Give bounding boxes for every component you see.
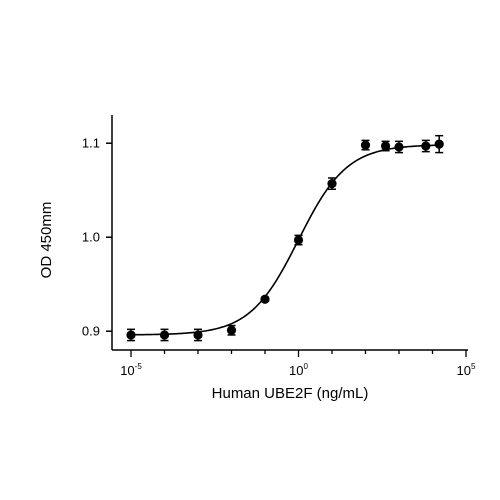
y-axis-title: OD 450mm bbox=[38, 202, 55, 279]
x-axis-title: Human UBE2F (ng/mL) bbox=[212, 385, 369, 402]
data-marker bbox=[159, 330, 170, 340]
data-point bbox=[293, 234, 304, 246]
data-point bbox=[327, 177, 337, 191]
y-tick-label: 1.1 bbox=[82, 136, 100, 151]
data-point bbox=[434, 134, 444, 154]
data-marker bbox=[394, 142, 404, 152]
y-tick-label: 1.0 bbox=[82, 230, 100, 245]
data-points bbox=[126, 134, 444, 342]
data-point bbox=[394, 140, 404, 154]
x-tick-label: 105 bbox=[457, 362, 476, 378]
x-tick-label: 10-5 bbox=[120, 362, 142, 378]
data-point bbox=[421, 139, 431, 153]
y-tick-label: 0.9 bbox=[82, 324, 100, 339]
data-marker bbox=[434, 139, 444, 149]
x-tick-label: 100 bbox=[289, 362, 308, 378]
data-point bbox=[126, 328, 136, 342]
plot-area bbox=[126, 134, 444, 342]
data-point bbox=[159, 328, 170, 342]
fit-curve bbox=[130, 144, 440, 336]
data-marker bbox=[293, 235, 304, 245]
data-marker bbox=[260, 294, 270, 304]
data-point bbox=[380, 140, 391, 152]
data-point bbox=[360, 139, 371, 151]
data-marker bbox=[421, 141, 431, 151]
data-marker bbox=[380, 141, 391, 151]
data-point bbox=[193, 328, 203, 342]
data-marker bbox=[360, 140, 371, 150]
x-axis: 10-5 100 105 Human UBE2F (ng/mL) bbox=[112, 349, 476, 402]
y-axis: 0.9 1.0 1.1 OD 450mm bbox=[38, 115, 113, 350]
data-point bbox=[226, 324, 237, 336]
data-marker bbox=[226, 325, 237, 335]
data-point bbox=[260, 294, 270, 304]
y-ticks: 0.9 1.0 1.1 bbox=[82, 136, 112, 339]
data-marker bbox=[193, 330, 203, 340]
x-ticks: 10-5 100 105 bbox=[120, 350, 476, 378]
data-marker bbox=[327, 179, 337, 189]
data-marker bbox=[126, 330, 136, 340]
